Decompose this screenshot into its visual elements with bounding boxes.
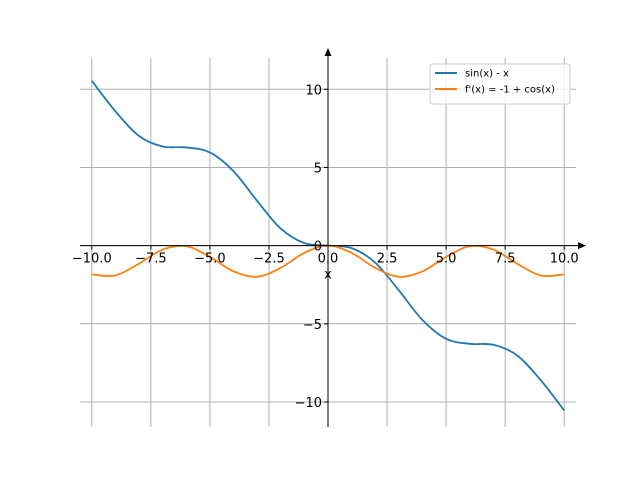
legend: sin(x) - x f'(x) = -1 + cos(x) <box>429 63 571 105</box>
axes <box>80 48 586 427</box>
y-axis-arrow-icon <box>324 48 332 56</box>
legend-label-2: f'(x) = -1 + cos(x) <box>465 85 555 96</box>
y-tick-label: 10 <box>305 83 322 98</box>
x-tick-label: −10.0 <box>72 252 112 267</box>
y-tick-label: 0 <box>314 240 322 255</box>
ticks: −10.0 −7.5 −5.0 −2.5 0.0 2.5 5.0 7.5 10.0 −10 −5 5 1… <box>72 83 579 411</box>
x-tick-label: 0.0 <box>318 252 339 267</box>
x-tick-label: 10.0 <box>550 252 579 267</box>
x-tick-label: 7.5 <box>495 252 516 267</box>
x-tick-label: −5.0 <box>194 252 226 267</box>
x-tick-label: −7.5 <box>135 252 167 267</box>
x-axis-arrow-icon <box>578 242 586 250</box>
y-tick-label: 5 <box>314 161 322 176</box>
x-tick-label: 2.5 <box>377 252 398 267</box>
x-tick-label: −2.5 <box>253 252 285 267</box>
x-axis-label: x <box>324 268 332 283</box>
x-tick-label: 5.0 <box>436 252 457 267</box>
legend-box <box>429 63 571 105</box>
y-tick-label: −10 <box>295 396 322 411</box>
legend-label-1: sin(x) - x <box>465 69 509 80</box>
y-tick-label: −5 <box>303 318 322 333</box>
